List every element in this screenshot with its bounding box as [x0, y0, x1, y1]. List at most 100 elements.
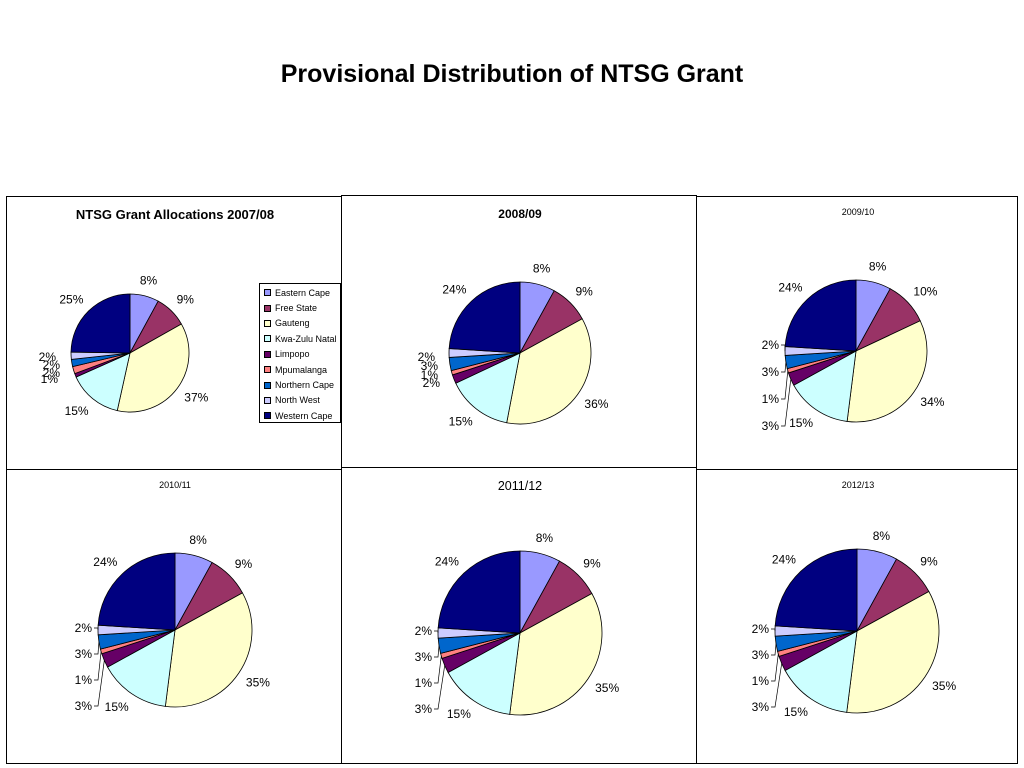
- legend-swatch: [264, 304, 271, 312]
- data-label-free-state: 9%: [177, 293, 195, 307]
- chart-panel-2008-09: 2008/09 8% 9% 36% 15% 2% 1% 3% 2% 24%: [341, 195, 697, 468]
- data-label-north-west: 2%: [752, 622, 770, 636]
- pie-slice-western-cape: [448, 281, 521, 354]
- pie-chart-2007-08: NTSG Grant Allocations 2007/08 8% 9% 37% 15%…: [39, 207, 274, 418]
- legend-item: Western Cape: [264, 408, 340, 423]
- chart-title: 2012/13: [842, 480, 875, 490]
- leader-line: [434, 645, 440, 658]
- data-label-gauteng: 34%: [920, 395, 944, 409]
- pie-slice-gauteng: [846, 320, 928, 423]
- data-label-mpumalanga: 1%: [415, 676, 433, 690]
- legend-item: Northern Cape: [264, 377, 340, 392]
- data-label-north-west: 2%: [762, 338, 780, 352]
- data-label-eastern-cape: 8%: [189, 533, 207, 547]
- data-label-western-cape: 24%: [442, 283, 466, 297]
- pie-slice-western-cape: [97, 552, 176, 631]
- data-label-mpumalanga: 1%: [752, 674, 770, 688]
- data-label-mpumalanga: 2%: [43, 366, 61, 380]
- pie-slice-kwa-zulu-natal: [106, 629, 176, 707]
- data-label-gauteng: 35%: [246, 675, 270, 689]
- data-label-free-state: 9%: [235, 557, 253, 571]
- legend-swatch: [264, 366, 271, 374]
- pie-slice-gauteng: [116, 323, 190, 413]
- data-label-limpopo: 3%: [75, 699, 93, 713]
- legend-swatch: [264, 412, 271, 420]
- leader-line: [771, 653, 779, 682]
- legend-item: Free State: [264, 300, 340, 315]
- chart-panel-2010-11: 2010/11 8% 9% 35% 15% 3% 1% 3% 2% 24%: [6, 469, 342, 764]
- legend-item: Kwa-Zulu Natal: [264, 331, 340, 346]
- leader-line: [781, 379, 792, 427]
- data-label-limpopo: 3%: [752, 700, 770, 714]
- data-label-limpopo: 1%: [41, 372, 59, 386]
- legend-item: North West: [264, 393, 340, 408]
- leader-line: [781, 344, 786, 351]
- pie-slice-gauteng: [509, 592, 603, 716]
- legend-label: Mpumalanga: [275, 364, 328, 375]
- leader-line: [771, 628, 776, 631]
- pie-chart-2012-13: 2012/13 8% 9% 35% 15% 3% 1% 3% 2% 24%: [752, 480, 957, 719]
- chart-title: 2010/11: [159, 480, 191, 490]
- data-label-northern-cape: 3%: [415, 650, 433, 664]
- legend-swatch: [264, 350, 271, 358]
- data-label-free-state: 9%: [576, 285, 594, 299]
- chart-title: NTSG Grant Allocations 2007/08: [76, 207, 274, 222]
- data-label-free-state: 9%: [920, 555, 938, 569]
- data-label-western-cape: 24%: [772, 553, 796, 567]
- pie-slice-kwa-zulu-natal: [75, 352, 131, 412]
- data-label-northern-cape: 3%: [752, 648, 770, 662]
- data-label-north-west: 2%: [75, 621, 93, 635]
- data-label-mpumalanga: 1%: [75, 673, 93, 687]
- legend-item: Gauteng: [264, 316, 340, 331]
- legend-label: Western Cape: [275, 410, 333, 421]
- data-label-western-cape: 25%: [59, 293, 83, 307]
- data-label-northern-cape: 3%: [762, 365, 780, 379]
- leader-line: [434, 630, 439, 633]
- leader-line: [94, 641, 100, 655]
- chart-panel-2009-10: 2009/10 8% 10% 34% 15% 3% 1% 3% 2% 24%: [696, 196, 1018, 470]
- data-label-limpopo: 3%: [415, 702, 433, 716]
- data-label-limpopo: 3%: [762, 419, 780, 433]
- leader-line: [781, 370, 789, 400]
- legend-label: Limpopo: [275, 349, 310, 360]
- chart-title: 2009/10: [842, 207, 875, 217]
- legend-swatch: [264, 289, 271, 297]
- data-label-eastern-cape: 8%: [873, 529, 891, 543]
- pie-chart-2009-10: 2009/10 8% 10% 34% 15% 3% 1% 3% 2% 24%: [762, 207, 945, 433]
- chart-panel-2007-08: NTSG Grant Allocations 2007/08 8% 9% 37% 15%…: [6, 196, 342, 470]
- data-label-kwa-zulu-natal: 15%: [449, 415, 473, 429]
- legend-label: Free State: [275, 303, 318, 314]
- leader-line: [94, 660, 105, 707]
- data-label-gauteng: 36%: [584, 397, 608, 411]
- pie-slice-gauteng: [846, 590, 940, 714]
- data-label-north-west: 2%: [415, 624, 433, 638]
- legend-item: Eastern Cape: [264, 285, 340, 300]
- leader-line: [771, 643, 777, 656]
- legend-label: Eastern Cape: [275, 287, 331, 298]
- leader-line: [434, 665, 446, 710]
- data-label-kwa-zulu-natal: 15%: [447, 707, 471, 721]
- data-label-eastern-cape: 8%: [536, 531, 554, 545]
- data-label-eastern-cape: 8%: [140, 273, 158, 287]
- pie-slice-kwa-zulu-natal: [793, 350, 857, 422]
- legend-swatch: [264, 319, 271, 327]
- data-label-mpumalanga: 1%: [421, 368, 439, 382]
- legend-swatch: [264, 396, 271, 404]
- leader-line: [434, 655, 442, 684]
- pie-slice-gauteng: [506, 318, 592, 425]
- pie-slice-western-cape: [774, 548, 858, 632]
- pie-slice-kwa-zulu-natal: [455, 352, 521, 424]
- chart-legend: Eastern Cape Free State Gauteng Kwa-Zulu Na…: [259, 283, 341, 423]
- page-title: Provisional Distribution of NTSG Grant: [280, 60, 744, 88]
- data-label-eastern-cape: 8%: [869, 260, 887, 274]
- legend-label: North West: [275, 395, 320, 406]
- data-label-north-west: 2%: [39, 350, 57, 364]
- data-label-mpumalanga: 1%: [762, 392, 780, 406]
- pie-chart-2011-12: 2011/12 8% 9% 35% 15% 3% 1% 3% 2% 24%: [415, 479, 620, 721]
- data-label-kwa-zulu-natal: 15%: [789, 416, 813, 430]
- data-label-western-cape: 24%: [435, 555, 459, 569]
- data-label-western-cape: 24%: [778, 281, 802, 295]
- data-label-free-state: 10%: [913, 284, 937, 298]
- data-label-kwa-zulu-natal: 15%: [784, 705, 808, 719]
- chart-title: 2011/12: [498, 479, 542, 493]
